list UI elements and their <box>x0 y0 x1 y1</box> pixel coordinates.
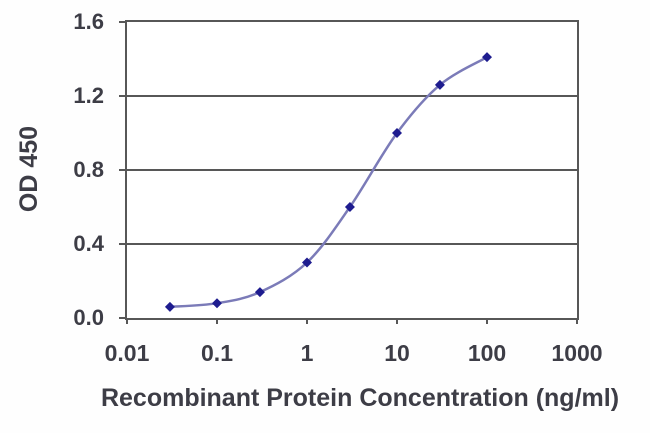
data-point-marker <box>434 79 445 90</box>
data-point-marker <box>254 287 265 298</box>
x-axis-title: Recombinant Protein Concentration (ng/ml… <box>100 384 620 412</box>
x-tick-mark <box>306 319 308 324</box>
data-point-marker <box>212 298 222 309</box>
x-tick-mark <box>576 319 578 324</box>
y-tick-label: 0.4 <box>73 231 104 256</box>
y-tick-mark <box>119 95 126 97</box>
x-tick-mark <box>486 319 488 324</box>
y-tick-label: 1.6 <box>73 9 104 34</box>
y-tick-label: 0.8 <box>73 157 104 182</box>
x-tick-label: 0.01 <box>104 340 150 366</box>
x-tick-mark <box>396 319 398 324</box>
x-tick-label: 1 <box>300 340 314 366</box>
x-tick-mark <box>126 319 128 324</box>
data-curve-svg <box>164 52 492 312</box>
y-tick-mark <box>119 21 126 23</box>
x-tick-label: 10 <box>384 340 410 366</box>
horizontal-gridline <box>127 243 577 245</box>
data-point-marker <box>392 128 402 138</box>
x-tick-label: 100 <box>467 340 507 366</box>
y-tick-label: 0.0 <box>73 305 104 330</box>
data-point-marker <box>344 202 355 212</box>
data-point-marker <box>302 257 312 268</box>
y-tick-mark <box>119 317 126 319</box>
x-tick-label: 1000 <box>551 340 603 366</box>
data-point-marker <box>482 52 492 63</box>
horizontal-gridline <box>127 169 577 171</box>
x-tick-label: 0.1 <box>201 340 233 366</box>
curve-line <box>169 56 488 309</box>
y-tick-label: 1.2 <box>73 83 104 108</box>
y-tick-mark <box>119 169 126 171</box>
x-tick-mark <box>216 319 218 324</box>
data-point-marker <box>164 301 175 312</box>
y-tick-mark <box>119 243 126 245</box>
horizontal-gridline <box>127 95 577 97</box>
